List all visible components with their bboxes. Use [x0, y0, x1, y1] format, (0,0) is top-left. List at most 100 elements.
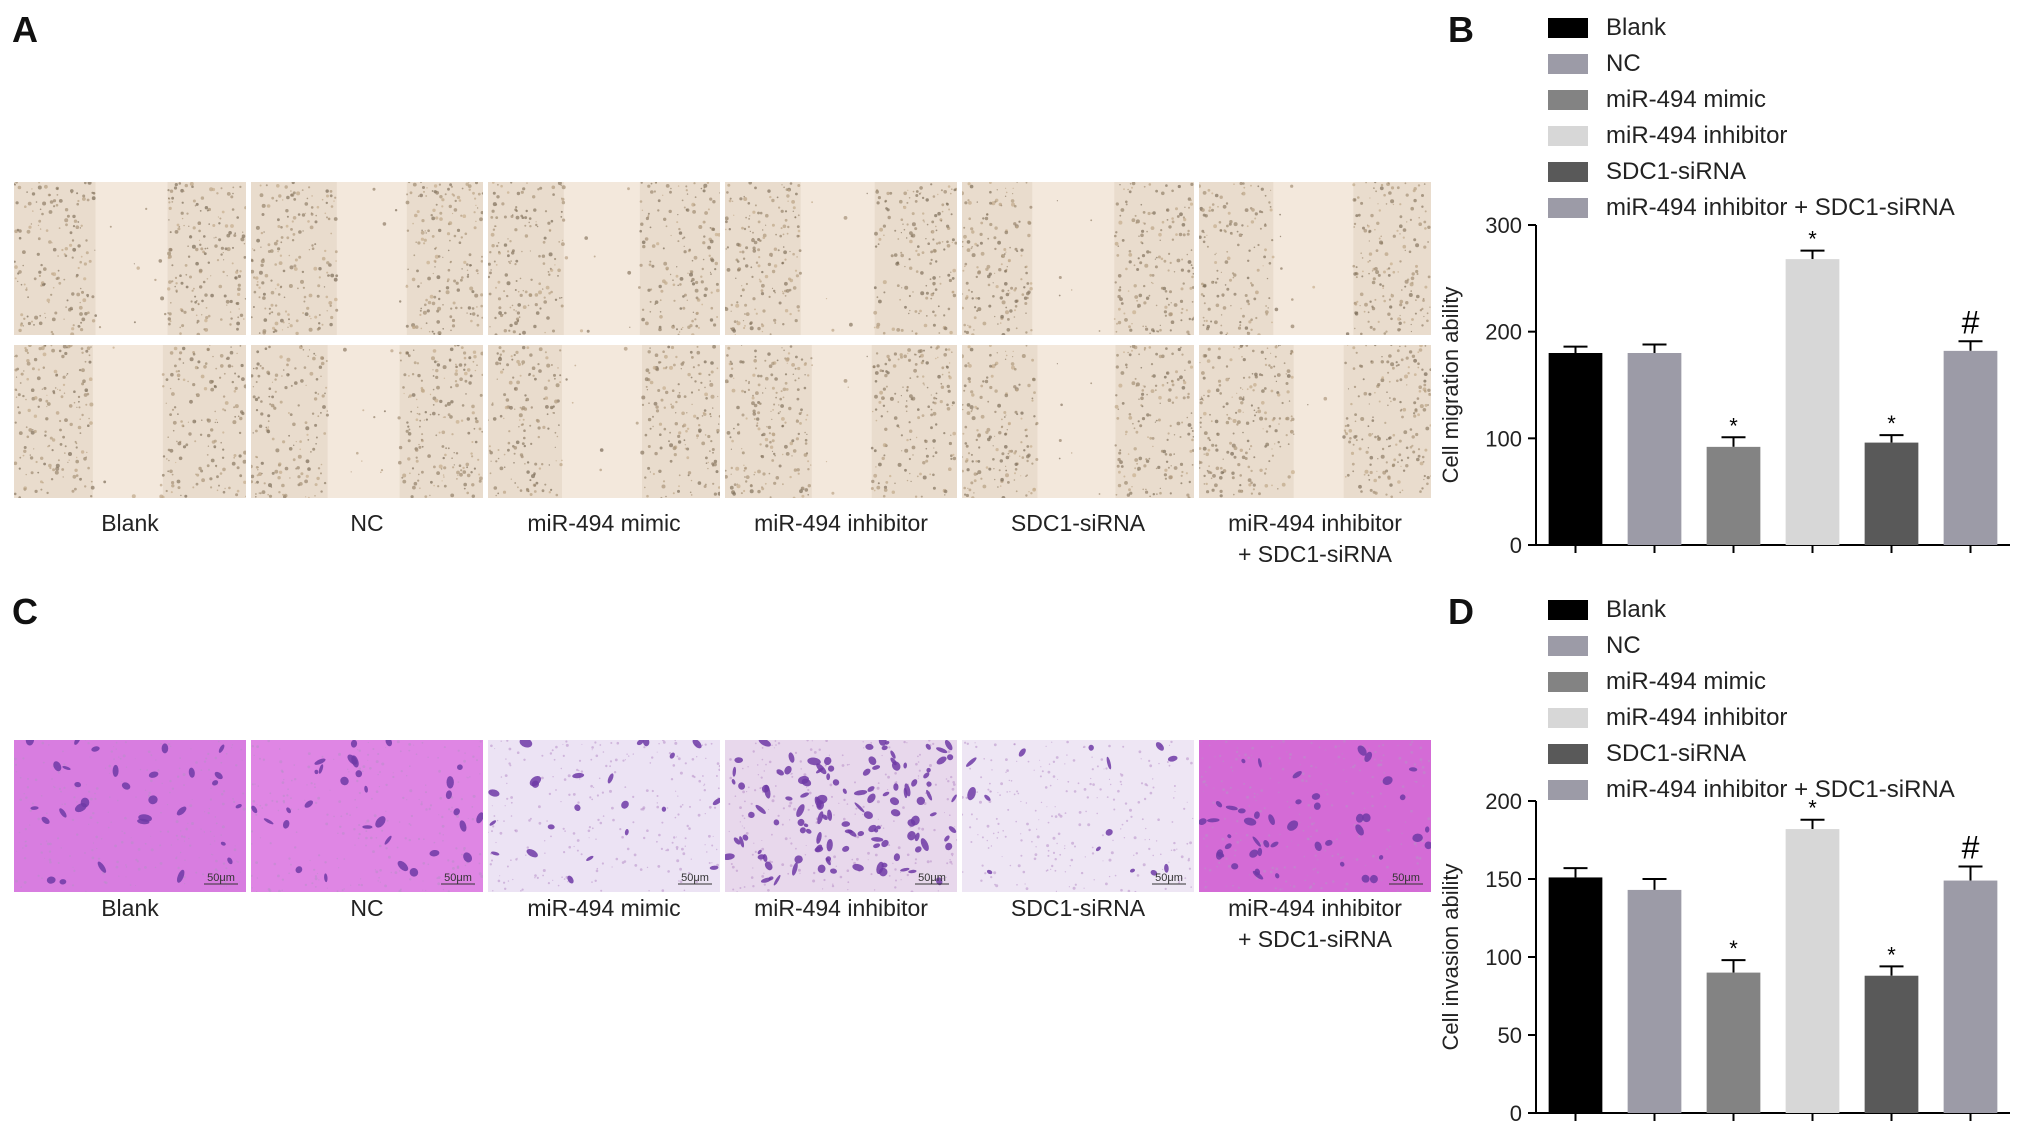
legend-label: miR-494 inhibitor [1606, 122, 1788, 149]
significance-mark: * [1887, 942, 1896, 967]
legend-label: miR-494 inhibitor + SDC1-siRNA [1606, 194, 1955, 221]
y-tick-label: 150 [1485, 867, 1522, 892]
wound-image [251, 182, 483, 335]
scale-bar-label: 50μm [207, 872, 235, 884]
panel-label-b: B [1448, 9, 1474, 50]
bar [1864, 442, 1919, 545]
legend-item: miR-494 inhibitor + SDC1-siRNA [1548, 190, 1955, 226]
scale-bar-label: 50μm [444, 872, 472, 884]
y-axis-label: Cell migration ability [1438, 287, 1463, 484]
legend-swatch [1548, 744, 1588, 764]
legend-label: SDC1-siRNA [1606, 740, 1747, 767]
wound-image [14, 345, 246, 498]
scale-bar-label: 50μm [918, 872, 946, 884]
legend-label: SDC1-siRNA [1606, 158, 1747, 185]
invasion-bar-chart: 0 50 100 150 200 Cell invasion ability * * * # [1438, 780, 2020, 1130]
group-caption: miR-494 inhibitor [725, 893, 957, 924]
y-tick-label: 200 [1485, 320, 1522, 345]
legend-swatch [1548, 54, 1588, 74]
legend-swatch [1548, 126, 1588, 146]
significance-mark: * [1729, 413, 1738, 438]
bar [1627, 353, 1682, 545]
legend-item: SDC1-siRNA [1548, 154, 1746, 190]
legend-item: Blank [1548, 10, 1666, 46]
group-caption-line: + SDC1-siRNA [1237, 541, 1392, 567]
legend-swatch [1548, 600, 1588, 620]
significance-mark: # [1962, 830, 1980, 866]
legend-item: SDC1-siRNA [1548, 736, 1746, 772]
group-caption: Blank [14, 893, 246, 924]
wound-image [725, 345, 957, 498]
legend-item: Blank [1548, 592, 1666, 628]
transwell-image: 50μm [962, 740, 1194, 892]
group-caption-line: miR-494 inhibitor [1228, 895, 1402, 921]
y-tick-label: 0 [1510, 1101, 1522, 1126]
bar [1785, 259, 1840, 545]
significance-mark: * [1887, 411, 1896, 436]
group-caption-line: miR-494 mimic [527, 895, 681, 921]
group-caption-line: SDC1-siRNA [1010, 895, 1146, 921]
wound-image [1199, 182, 1431, 335]
group-caption: miR-494 inhibitor [725, 508, 957, 539]
wound-image [488, 182, 720, 335]
legend-label: NC [1606, 50, 1641, 77]
legend-item: NC [1548, 628, 1641, 664]
significance-mark: * [1808, 796, 1817, 821]
legend-label: miR-494 inhibitor + SDC1-siRNA [1606, 776, 1955, 803]
legend-item: miR-494 inhibitor + SDC1-siRNA [1548, 772, 1955, 808]
group-caption-line: Blank [101, 895, 159, 921]
scale-bar-label: 50μm [1155, 872, 1183, 884]
group-caption: miR-494 inhibitor + SDC1-siRNA [1199, 508, 1431, 570]
legend-swatch [1548, 90, 1588, 110]
legend-item: miR-494 inhibitor [1548, 700, 1787, 736]
migration-chart-svg: 0 100 200 300 Cell migration ability * * * # [1438, 213, 2010, 558]
legend-label: Blank [1606, 14, 1667, 41]
group-caption: NC [251, 893, 483, 924]
legend-item: miR-494 mimic [1548, 664, 1766, 700]
legend-swatch [1548, 708, 1588, 728]
invasion-chart-svg: 0 50 100 150 200 Cell invasion ability * * * # [1438, 789, 2010, 1126]
group-caption-line: NC [350, 895, 384, 921]
y-tick-label: 100 [1485, 426, 1522, 451]
scale-bar-label: 50μm [681, 872, 709, 884]
bar [1548, 353, 1603, 545]
wound-image [1199, 345, 1431, 498]
group-caption-line: SDC1-siRNA [1010, 510, 1146, 536]
legend-swatch [1548, 162, 1588, 182]
wound-image [488, 345, 720, 498]
y-tick-label: 300 [1485, 213, 1522, 238]
legend-label: miR-494 mimic [1606, 668, 1767, 695]
wound-image [725, 182, 957, 335]
wound-image [962, 182, 1194, 335]
legend-swatch [1548, 198, 1588, 218]
legend-label: NC [1606, 632, 1641, 659]
group-caption-line: miR-494 inhibitor [754, 510, 928, 536]
group-caption: miR-494 mimic [488, 508, 720, 539]
group-caption: SDC1-siRNA [962, 893, 1194, 924]
group-caption-line: NC [350, 510, 384, 536]
wound-image [962, 345, 1194, 498]
legend-swatch [1548, 18, 1588, 38]
legend-label: miR-494 inhibitor [1606, 704, 1788, 731]
group-caption: SDC1-siRNA [962, 508, 1194, 539]
legend-label: miR-494 mimic [1606, 86, 1767, 113]
panel-label-a: A [12, 9, 38, 50]
group-caption: miR-494 mimic [488, 893, 720, 924]
legend-swatch [1548, 672, 1588, 692]
wound-image [251, 345, 483, 498]
bar [1943, 880, 1998, 1113]
group-caption-line: + SDC1-siRNA [1237, 926, 1392, 952]
y-axis-label: Cell invasion ability [1438, 863, 1463, 1050]
bar [1943, 350, 1998, 545]
migration-bar-chart: 0 100 200 300 Cell migration ability * * * # [1438, 200, 2020, 570]
panel-label-d: D [1448, 591, 1474, 632]
significance-mark: * [1729, 936, 1738, 961]
bar [1864, 975, 1919, 1113]
group-caption: NC [251, 508, 483, 539]
bar [1548, 877, 1603, 1113]
legend-item: miR-494 inhibitor [1548, 118, 1787, 154]
transwell-image: 50μm [1199, 740, 1431, 892]
y-tick-label: 50 [1498, 1023, 1522, 1048]
bar [1706, 972, 1761, 1113]
group-caption-line: miR-494 inhibitor [754, 895, 928, 921]
